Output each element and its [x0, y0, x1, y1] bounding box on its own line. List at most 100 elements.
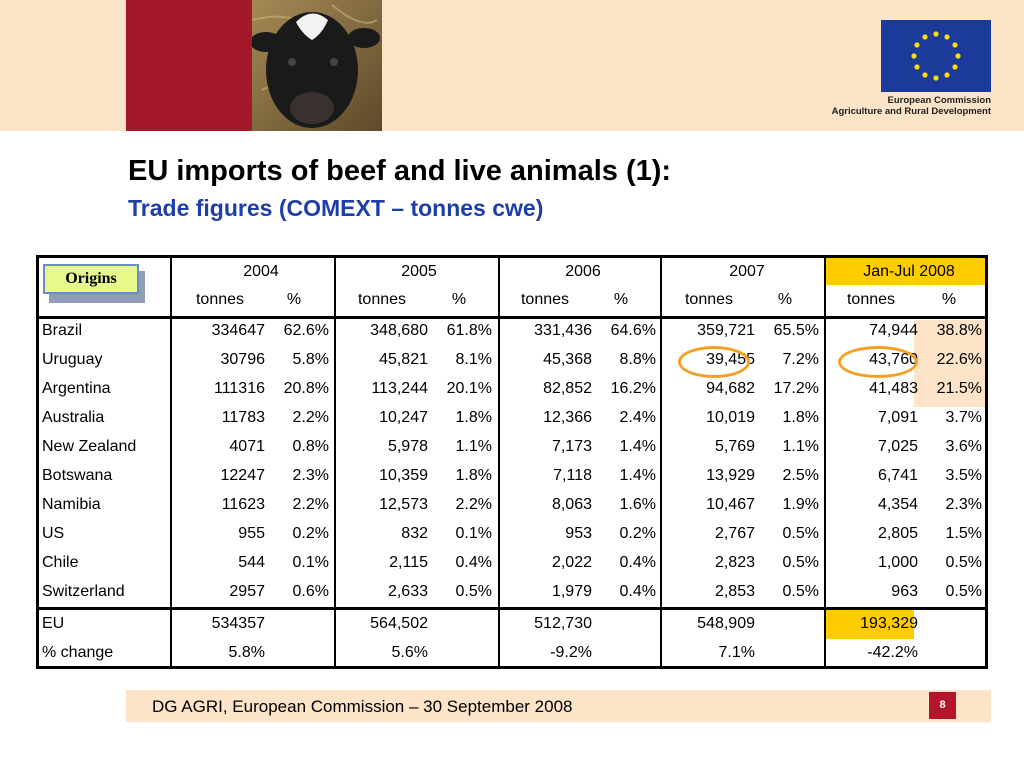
- table-cell: 963: [891, 583, 918, 600]
- calf-photo: [252, 0, 382, 131]
- table-cell: 3.5%: [945, 467, 982, 484]
- table-cell: 2,823: [714, 554, 755, 571]
- unit-header: tonnes: [520, 291, 570, 308]
- table-cell: 113,244: [371, 380, 428, 397]
- eu-stars-icon: [911, 31, 961, 81]
- table-cell: 7,091: [877, 409, 918, 426]
- table-cell: 1.1%: [782, 438, 819, 455]
- total-label: % change: [42, 644, 114, 661]
- table-cell: 0.8%: [292, 438, 329, 455]
- origins-label: Origins: [43, 264, 139, 294]
- table-cell: 2,805: [877, 525, 918, 542]
- column-divider: [170, 258, 172, 666]
- table-cell: 2.3%: [292, 467, 329, 484]
- country-label: US: [42, 525, 65, 542]
- table-cell: 2.2%: [455, 496, 492, 513]
- table-cell: 7.2%: [782, 351, 819, 368]
- table-cell: 94,682: [706, 380, 755, 397]
- total-cell: -42.2%: [867, 644, 918, 661]
- country-label: Chile: [42, 554, 79, 571]
- table-cell: 1.6%: [619, 496, 656, 513]
- table-cell: 64.6%: [610, 322, 656, 339]
- table-cell: 2957: [229, 583, 265, 600]
- org-line-1: European Commission: [887, 95, 991, 106]
- table-cell: 3.7%: [945, 409, 982, 426]
- column-divider: [498, 258, 500, 666]
- table-cell: 2.2%: [292, 409, 329, 426]
- table-cell: 334647: [211, 322, 265, 339]
- country-label: Namibia: [42, 496, 101, 513]
- table-cell: 6,741: [877, 467, 918, 484]
- table-cell: 111316: [213, 380, 265, 397]
- total-cell: 7.1%: [718, 644, 755, 661]
- table-cell: 1,979: [551, 583, 592, 600]
- table-cell: 0.5%: [782, 525, 819, 542]
- table-cell: 0.4%: [619, 583, 656, 600]
- total-label: EU: [42, 615, 65, 632]
- page-subtitle: Trade figures (COMEXT – tonnes cwe): [128, 195, 544, 221]
- table-cell: 20.1%: [446, 380, 492, 397]
- table-cell: 0.2%: [292, 525, 329, 542]
- table-cell: 20.8%: [283, 380, 329, 397]
- country-label: New Zealand: [42, 438, 137, 455]
- table-cell: 359,721: [697, 322, 755, 339]
- table-cell: 955: [238, 525, 265, 542]
- eu-total-highlight: [826, 610, 914, 639]
- table-cell: 4,354: [877, 496, 918, 513]
- table-cell: 7,025: [877, 438, 918, 455]
- table-cell: 0.1%: [455, 525, 492, 542]
- total-cell: 548,909: [697, 615, 755, 632]
- table-cell: 0.6%: [292, 583, 329, 600]
- table-cell: 2.4%: [619, 409, 656, 426]
- table-cell: 1.8%: [455, 409, 492, 426]
- unit-header: tonnes: [846, 291, 896, 308]
- unit-header: tonnes: [684, 291, 734, 308]
- table-cell: 8,063: [551, 496, 592, 513]
- table-cell: 22.6%: [936, 351, 982, 368]
- table-cell: 12,573: [379, 496, 428, 513]
- unit-header: %: [286, 291, 302, 308]
- year-header: 2006: [565, 263, 601, 280]
- table-cell: 0.5%: [782, 554, 819, 571]
- table-cell: 544: [238, 554, 265, 571]
- footer-bar: [126, 690, 991, 722]
- year-header: 2005: [401, 263, 437, 280]
- table-cell: 0.5%: [455, 583, 492, 600]
- page-number: 8: [929, 692, 956, 719]
- table-cell: 0.2%: [619, 525, 656, 542]
- highlight-circle: [678, 346, 750, 378]
- table-cell: 2,853: [714, 583, 755, 600]
- country-label: Argentina: [42, 380, 111, 397]
- table-cell: 3.6%: [945, 438, 982, 455]
- year-header: Jan-Jul 2008: [863, 263, 955, 280]
- row-divider: [39, 607, 985, 610]
- year-header: 2007: [729, 263, 765, 280]
- table-cell: 1.9%: [782, 496, 819, 513]
- table-cell: 1.4%: [619, 467, 656, 484]
- table-cell: 21.5%: [936, 380, 982, 397]
- year-header: 2004: [243, 263, 279, 280]
- country-label: Brazil: [42, 322, 83, 339]
- table-cell: 331,436: [534, 322, 592, 339]
- table-cell: 2,022: [551, 554, 592, 571]
- table-cell: 13,929: [706, 467, 755, 484]
- org-line-2: Agriculture and Rural Development: [831, 106, 991, 117]
- table-cell: 74,944: [869, 322, 918, 339]
- table-cell: 2,767: [714, 525, 755, 542]
- table-cell: 0.5%: [945, 583, 982, 600]
- table-cell: 0.1%: [292, 554, 329, 571]
- column-divider: [334, 258, 336, 666]
- table-cell: 65.5%: [773, 322, 819, 339]
- table-cell: 7,173: [551, 438, 592, 455]
- total-cell: 5.8%: [228, 644, 265, 661]
- table-cell: 1.8%: [782, 409, 819, 426]
- table-cell: 1.1%: [455, 438, 492, 455]
- table-cell: 5,978: [387, 438, 428, 455]
- country-label: Switzerland: [42, 583, 125, 600]
- table-cell: 11623: [221, 496, 265, 513]
- table-cell: 30796: [220, 351, 266, 368]
- table-cell: 17.2%: [773, 380, 819, 397]
- table-cell: 1,000: [877, 554, 918, 571]
- table-cell: 10,359: [379, 467, 428, 484]
- highlight-circle: [838, 346, 918, 378]
